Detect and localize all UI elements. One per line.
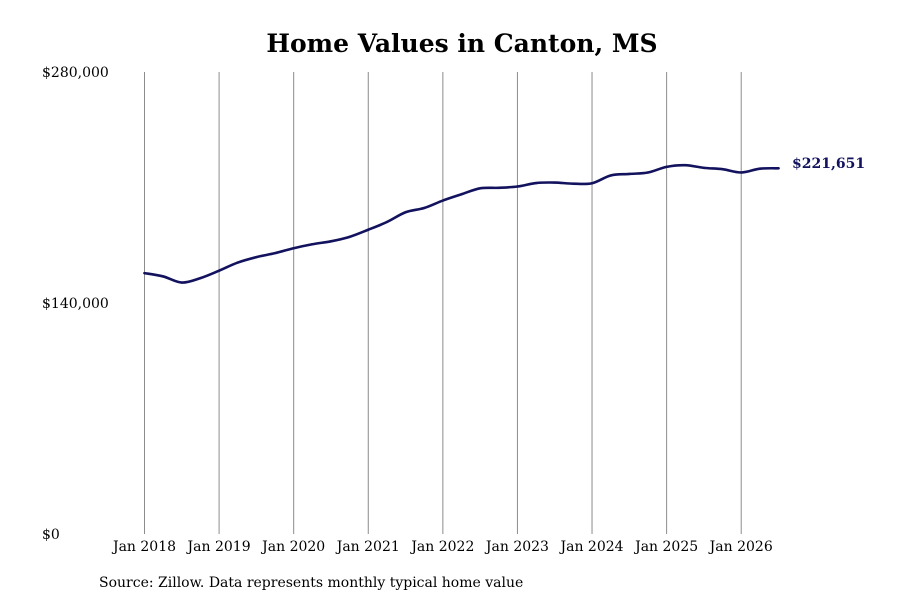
x-tick-label: Jan 2024 (558, 539, 623, 555)
source-note: Source: Zillow. Data represents monthly … (99, 575, 523, 591)
data-point-2018-07 (180, 281, 183, 284)
data-point-2025-04 (684, 164, 687, 167)
data-point-2020-10 (348, 235, 351, 239)
data-point-2026-01 (740, 171, 743, 174)
data-point-2019-01 (217, 269, 221, 272)
data-point-2021-07 (404, 211, 407, 214)
data-point-2025-01 (665, 165, 668, 169)
data-point-2026-07 (777, 167, 780, 170)
y-tick-label: $0 (42, 527, 60, 543)
data-point-2022-04 (460, 193, 463, 196)
data-point-2023-10 (572, 182, 575, 185)
x-tick-label: Jan 2022 (409, 539, 474, 555)
data-point-2018-01 (143, 271, 146, 275)
data-point-2024-07 (628, 172, 631, 176)
data-point-2022-07 (478, 187, 482, 190)
x-tick-label: Jan 2025 (633, 539, 698, 555)
data-point-2019-04 (236, 261, 239, 264)
data-point-2024-04 (609, 174, 612, 177)
data-point-2020-01 (292, 247, 295, 250)
data-point-2025-07 (702, 166, 706, 170)
chart-title: Home Values in Canton, MS (266, 29, 657, 58)
data-point-2020-04 (311, 243, 314, 246)
data-point-2021-01 (367, 228, 370, 231)
data-point-2020-07 (329, 240, 333, 243)
data-point-2025-10 (721, 167, 724, 171)
data-point-2023-04 (534, 181, 538, 185)
y-tick-label: $140,000 (42, 296, 109, 312)
data-point-2018-10 (199, 276, 202, 280)
x-tick-label: Jan 2019 (186, 539, 251, 555)
data-point-2023-01 (516, 185, 519, 188)
x-tick-label: Jan 2020 (260, 539, 325, 555)
data-point-2021-04 (385, 220, 389, 224)
data-point-2023-07 (553, 181, 556, 184)
y-axis-tick-labels: $0 $140,000 $280,000 (42, 65, 109, 543)
vertical-gridlines (144, 72, 742, 534)
x-tick-label: Jan 2021 (335, 539, 400, 555)
data-point-2026-04 (758, 167, 762, 170)
data-point-2019-07 (255, 255, 258, 259)
x-axis-tick-labels: Jan 2018 Jan 2019 Jan 2020 Jan 2021 Jan 2022… (111, 539, 773, 555)
data-point-2022-01 (441, 199, 445, 202)
y-tick-label: $280,000 (42, 65, 109, 81)
data-point-2018-04 (161, 275, 165, 278)
data-point-2019-10 (273, 251, 277, 255)
data-point-2024-01 (590, 182, 594, 185)
x-tick-label: Jan 2023 (484, 539, 549, 555)
data-point-2024-10 (646, 171, 650, 174)
data-points (143, 164, 780, 284)
data-point-2022-10 (497, 186, 500, 190)
data-point-2021-10 (423, 206, 426, 210)
x-tick-label: Jan 2026 (708, 539, 773, 555)
x-tick-label: Jan 2018 (111, 539, 176, 555)
latest-value-label: $221,651 (792, 156, 865, 172)
home-value-line (143, 163, 780, 284)
